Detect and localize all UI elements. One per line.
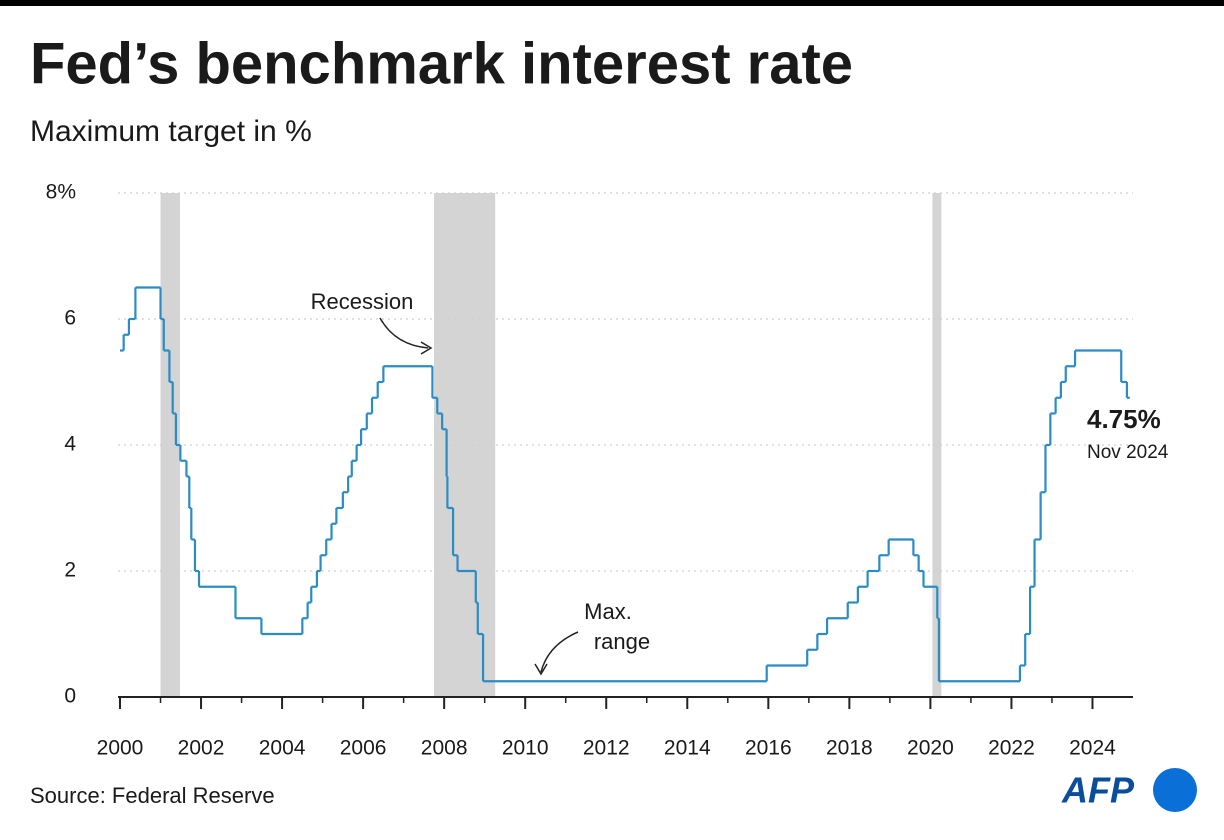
annotation: range [594,629,650,654]
chart-subtitle: Maximum target in % [30,115,312,148]
x-tick-label: 2022 [988,737,1035,760]
end-date-label: Nov 2024 [1087,442,1169,463]
x-tick-label: 2008 [421,737,468,760]
top-bar [0,0,1224,6]
y-tick-label: 2 [64,559,76,582]
annotation-arrow [540,631,579,673]
x-tick-label: 2006 [340,737,387,760]
x-tick-label: 2014 [664,737,711,760]
recession-band [160,193,180,697]
recession-band [932,193,942,697]
y-tick-label: 0 [64,685,76,708]
x-tick-label: 2018 [826,737,873,760]
annotation-arrowhead [420,341,433,355]
chart-title: Fed’s benchmark interest rate [30,31,853,96]
x-tick-label: 2020 [907,737,954,760]
logo-text: AFP [1061,770,1135,811]
annotation: Max. [584,599,632,624]
end-value-label: 4.75% [1087,404,1161,434]
annotation: Recession [311,289,414,314]
source: Source: Federal Reserve [30,783,275,808]
annotation-arrowhead [534,663,548,676]
x-tick-label: 2024 [1069,737,1116,760]
annotation-arrow [379,317,429,349]
x-tick-label: 2016 [745,737,792,760]
y-tick-label: 4 [64,433,76,456]
x-tick-label: 2010 [502,737,549,760]
y-tick-label: 8% [46,181,76,204]
y-tick-label: 6 [64,307,76,330]
x-tick-label: 2004 [259,737,306,760]
rate-line [120,286,1130,683]
x-tick-label: 2000 [97,737,144,760]
logo: AFP [1061,768,1197,812]
logo-dot [1153,768,1197,812]
x-tick-label: 2012 [583,737,630,760]
x-tick-label: 2002 [178,737,225,760]
